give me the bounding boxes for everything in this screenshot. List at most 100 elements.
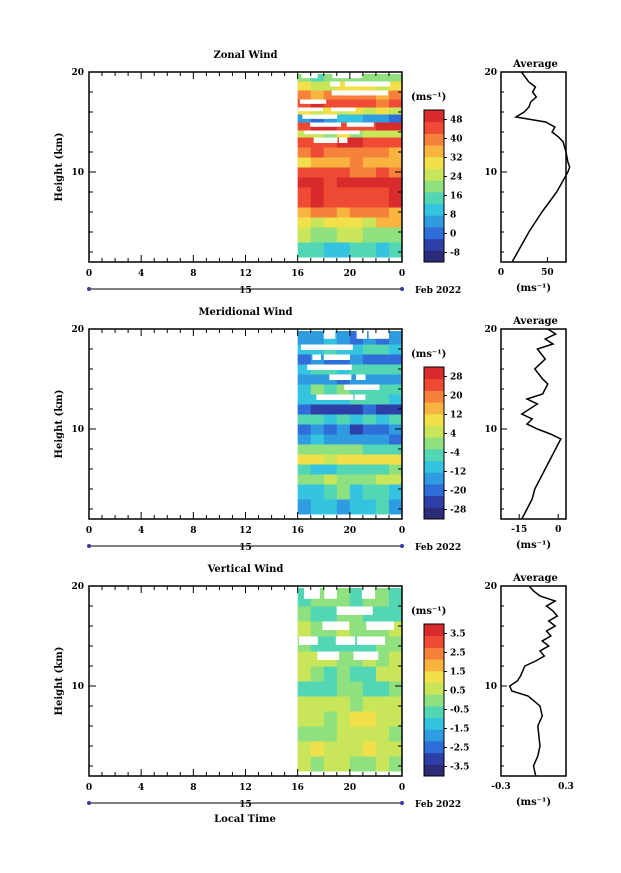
heatmap-cell (375, 666, 390, 682)
heatmap-cell (323, 484, 338, 500)
heatmap-cell (349, 756, 364, 772)
heatmap-cell (297, 606, 312, 622)
profile-x-tick-label: 0 (498, 268, 504, 278)
colorbar-tick-label: 32 (450, 154, 463, 164)
colorbar-swatch (424, 740, 444, 754)
data-gap (339, 354, 351, 360)
y-axis-label: Height (km) (54, 133, 65, 202)
heatmap-cell (375, 122, 390, 131)
heatmap-cell (388, 464, 403, 475)
heatmap-cell (310, 177, 325, 188)
heatmap-cell (297, 499, 312, 515)
colorbar-swatch (424, 191, 444, 205)
heatmap-cell (375, 227, 390, 243)
heatmap-cell (349, 99, 364, 108)
heatmap-cell (349, 414, 364, 425)
data-gap (331, 90, 362, 96)
heatmap-cell (388, 99, 403, 108)
y-axis-label: Height (km) (54, 647, 65, 716)
heatmap-cell (323, 167, 338, 178)
x-tick-label: 8 (190, 269, 196, 279)
profile-x-tick-label: -0.3 (491, 782, 510, 792)
heatmap-cell (310, 424, 325, 435)
heatmap-cell (323, 464, 338, 475)
heatmap-cell (388, 242, 403, 258)
profile-line (520, 328, 562, 520)
heatmap-cell (310, 696, 325, 712)
heatmap-cell (336, 242, 351, 258)
heatmap-cell (349, 681, 364, 697)
heatmap-cell (349, 177, 364, 188)
heatmap-cell (310, 414, 325, 425)
heatmap-cell (297, 434, 312, 445)
heatmap-cell (362, 726, 377, 742)
y-tick-label: 20 (71, 582, 84, 592)
x-tick-label: 0 (399, 526, 405, 536)
data-gap (336, 606, 353, 615)
data-gap (298, 636, 318, 645)
heatmap-cell (297, 726, 312, 742)
heatmap-cell (323, 434, 338, 445)
heatmap-cell (323, 474, 338, 485)
colorbar-frame (423, 623, 445, 777)
heatmap-cell (362, 364, 377, 375)
heatmap-cell (375, 444, 390, 455)
colorbar-swatch (424, 752, 444, 765)
heatmap-cell (362, 374, 377, 385)
panel-title: Meridional Wind (198, 307, 292, 318)
heatmap-cell (388, 666, 403, 682)
colorbar-swatch (424, 647, 444, 660)
profile-x-label: (ms⁻¹) (516, 283, 551, 294)
x-tick-label: 20 (344, 783, 357, 793)
colorbar-swatch (424, 110, 444, 123)
heatmap-cell (297, 137, 312, 148)
heatmap-cell (375, 187, 390, 208)
heatmap-cell (375, 242, 390, 258)
heatmap-cell (336, 474, 351, 485)
heatmap-cell (375, 464, 390, 475)
heatmap-cell (323, 444, 338, 455)
profile-y-tick-label: 10 (484, 168, 497, 178)
heatmap-cell (297, 741, 312, 757)
colorbar-tick-label: 3.5 (450, 630, 466, 640)
heatmap-cell (336, 114, 351, 123)
data-gap (353, 384, 373, 390)
x-tick-label: 20 (344, 526, 357, 536)
heatmap-cell (375, 474, 390, 485)
heatmap-cell (375, 137, 390, 148)
x-tick-label: 4 (138, 526, 144, 536)
colorbar-tick-label: 0 (450, 230, 456, 240)
heatmap-cell (362, 484, 377, 500)
heatmap-cell (362, 696, 377, 712)
heatmap-cell (349, 499, 364, 515)
heatmap-cell (323, 107, 338, 115)
colorbar-swatch (424, 472, 444, 485)
colorbar-tick-label: 1.5 (450, 668, 466, 678)
heatmap-cell (349, 621, 364, 637)
heatmap-cell (310, 81, 325, 91)
heatmap-cell (297, 404, 312, 415)
heatmap-cell (388, 414, 403, 425)
average-profile: Average 10 20 -15 0 (ms⁻¹) (484, 316, 567, 551)
heatmap-cell (297, 81, 312, 91)
heatmap-cell (323, 242, 338, 258)
y-tick-label: 10 (71, 682, 84, 692)
heatmap-cell (388, 331, 403, 345)
heatmap-cell (375, 681, 390, 697)
heatmap-cell (310, 454, 325, 465)
heatmap-cell (349, 147, 364, 158)
heatmap-cell (375, 344, 390, 355)
profile-y-tick-label: 10 (484, 425, 497, 435)
data-gap (354, 394, 366, 400)
heatmap-cell (349, 424, 364, 435)
heatmap-cell (323, 99, 338, 108)
profile-title: Average (512, 573, 558, 584)
x-tick-label: 0 (86, 526, 92, 536)
data-gap (369, 81, 391, 87)
heatmap-cell (310, 666, 325, 682)
heatmap-cell (323, 187, 338, 208)
date-bar-end (400, 801, 404, 805)
heatmap-cell (388, 81, 403, 91)
data-gap (304, 588, 320, 599)
heatmap-cell (388, 157, 403, 168)
